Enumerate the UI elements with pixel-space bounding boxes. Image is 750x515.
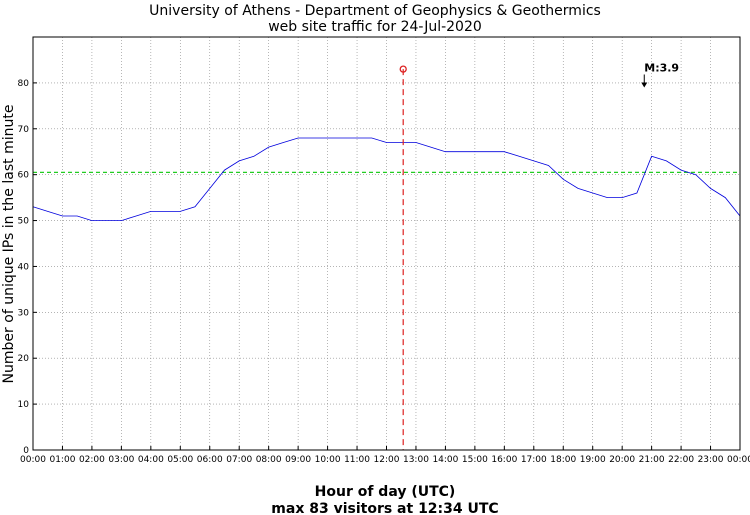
x-tick-label: 03:00	[108, 455, 134, 465]
event-annotation-label: M:3.9	[644, 61, 679, 74]
y-tick-label: 70	[18, 125, 30, 135]
x-tick-label: 17:00	[521, 455, 547, 465]
y-tick-label: 40	[18, 262, 30, 272]
grid-lines	[32, 37, 741, 450]
x-tick-label: 04:00	[138, 455, 164, 465]
x-tick-label: 22:00	[668, 455, 694, 465]
y-tick-label: 80	[18, 79, 30, 89]
x-tick-label: 11:00	[344, 455, 370, 465]
series-traffic-line	[32, 137, 741, 222]
x-tick-label: 13:00	[403, 455, 429, 465]
x-tick-label: 18:00	[550, 455, 576, 465]
x-tick-label: 20:00	[609, 455, 635, 465]
chart-subtitle: web site traffic for 24-Jul-2020	[268, 19, 482, 35]
x-tick-label: 16:00	[491, 455, 517, 465]
y-axis-ticks: 0 10 20 30 40 50 60 70 80	[18, 79, 37, 456]
x-tick-label: 07:00	[226, 455, 252, 465]
chart-title: University of Athens - Department of Geo…	[149, 3, 601, 19]
max-marker-dot	[399, 65, 407, 73]
y-tick-label: 30	[18, 308, 30, 318]
x-tick-label: 08:00	[256, 455, 282, 465]
x-tick-label: 15:00	[462, 455, 488, 465]
y-axis-label: Number of unique IPs in the last minute	[1, 105, 17, 384]
x-tick-label: 09:00	[285, 455, 311, 465]
y-tick-label: 50	[18, 217, 30, 227]
x-tick-label: 01:00	[49, 455, 75, 465]
event-annotation-arrowhead	[641, 82, 648, 88]
x-tick-label: 00:00	[20, 455, 46, 465]
x-tick-label: 12:00	[374, 455, 400, 465]
y-tick-label: 0	[23, 446, 29, 456]
x-tick-label: 06:00	[197, 455, 223, 465]
x-tick-label: 14:00	[432, 455, 458, 465]
x-tick-label: 23:00	[698, 455, 724, 465]
x-tick-label: 05:00	[167, 455, 193, 465]
x-axis-label: Hour of day (UTC)	[315, 484, 456, 500]
chart-footer: max 83 visitors at 12:34 UTC	[271, 501, 498, 515]
x-tick-label: 02:00	[79, 455, 105, 465]
x-tick-label: 10:00	[315, 455, 341, 465]
y-tick-label: 20	[18, 354, 30, 364]
x-tick-label: 19:00	[580, 455, 606, 465]
y-tick-label: 10	[18, 400, 30, 410]
x-tick-label: 00:00	[727, 455, 750, 465]
x-tick-label: 21:00	[639, 455, 665, 465]
y-tick-label: 60	[18, 171, 30, 181]
x-axis-ticks: 00:00 01:00 02:00 03:00 04:00 05:00 06:00 07:00…	[20, 446, 750, 465]
plot-frame	[32, 36, 741, 451]
